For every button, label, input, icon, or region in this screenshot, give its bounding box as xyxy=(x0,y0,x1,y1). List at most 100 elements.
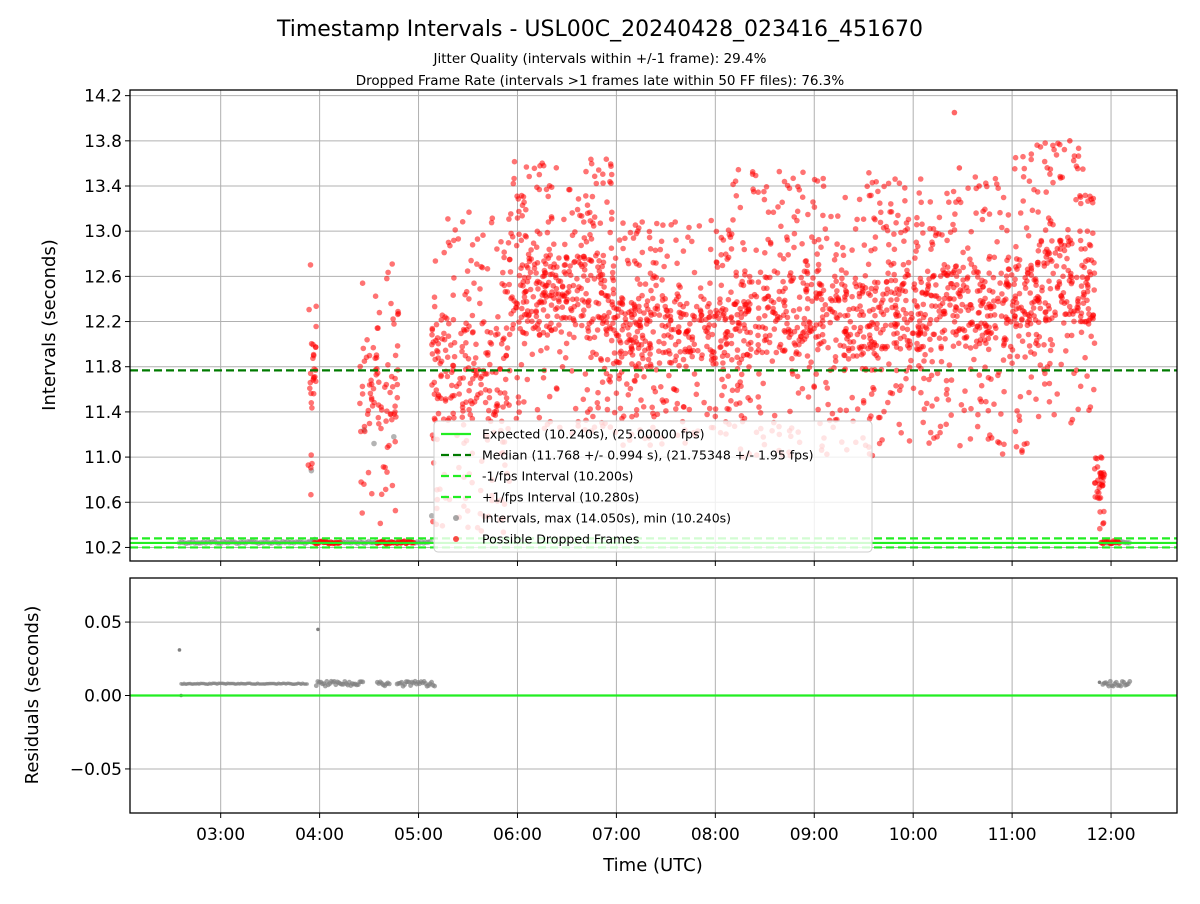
dropped-frame-point xyxy=(1036,334,1043,340)
dropped-frame-point xyxy=(790,175,796,182)
dropped-frame-point xyxy=(1037,305,1044,312)
dropped-frame-point xyxy=(728,332,735,339)
dropped-frame-point xyxy=(767,332,773,339)
dropped-frame-point xyxy=(650,259,657,266)
dropped-frame-point xyxy=(310,351,317,358)
dropped-frame-point xyxy=(1077,237,1084,244)
dropped-frame-point xyxy=(567,263,573,269)
dropped-frame-point xyxy=(359,391,366,397)
x-tick-label: 04:00 xyxy=(295,825,344,845)
dropped-frame-point xyxy=(697,285,704,291)
dropped-frame-point xyxy=(584,202,591,208)
dropped-frame-point xyxy=(601,284,607,290)
dropped-frame-point xyxy=(1004,316,1010,323)
dropped-frame-point xyxy=(867,344,874,350)
dropped-frame-point xyxy=(1071,370,1077,377)
dropped-frame-point xyxy=(501,254,507,261)
dropped-frame-point xyxy=(956,327,962,334)
dropped-frame-point xyxy=(469,415,476,422)
dropped-frame-point xyxy=(1049,341,1056,348)
dropped-frame-point xyxy=(801,315,808,322)
dropped-frame-point xyxy=(548,214,555,220)
dropped-frame-point xyxy=(622,235,628,242)
dropped-frame-point xyxy=(767,239,774,246)
dropped-frame-point xyxy=(827,319,833,326)
dropped-frame-point xyxy=(719,376,725,383)
dropped-frame-point xyxy=(1050,179,1056,186)
dropped-frame-point xyxy=(446,320,452,327)
dropped-frame-point xyxy=(899,325,906,332)
dropped-frame-point xyxy=(713,228,720,235)
dropped-frame-point xyxy=(391,321,397,327)
dropped-frame-point xyxy=(968,228,974,235)
dropped-frame-point xyxy=(946,362,953,368)
dropped-frame-point xyxy=(1058,293,1064,300)
dropped-frame-point xyxy=(656,348,662,355)
dropped-frame-point xyxy=(825,344,831,351)
dropped-frame-point xyxy=(618,354,625,360)
dropped-frame-point xyxy=(808,281,815,288)
dropped-frame-point xyxy=(1001,441,1007,448)
dropped-frame-point xyxy=(1064,255,1070,262)
dropped-frame-point xyxy=(529,351,536,358)
dropped-frame-point xyxy=(642,281,649,287)
dropped-frame-point xyxy=(715,315,722,322)
dropped-frame-point xyxy=(951,109,958,116)
dropped-frame-point xyxy=(522,288,529,295)
dropped-frame-point xyxy=(1090,230,1096,236)
dropped-frame-point xyxy=(437,360,444,367)
dropped-frame-point xyxy=(918,389,924,396)
dropped-frame-point xyxy=(771,326,778,332)
dropped-frame-point xyxy=(600,259,607,266)
dropped-frame-point xyxy=(370,344,377,351)
dropped-frame-point xyxy=(1001,388,1007,395)
dropped-frame-point xyxy=(1097,525,1103,532)
dropped-frame-point xyxy=(930,273,936,280)
dropped-frame-point xyxy=(1047,347,1054,354)
dropped-frame-point xyxy=(794,373,801,380)
dropped-frame-point xyxy=(672,219,678,225)
dropped-frame-point xyxy=(796,337,802,343)
dropped-frame-point xyxy=(1052,250,1059,256)
dropped-frame-point xyxy=(568,306,574,312)
bottom-y-tick-label: 0.00 xyxy=(84,687,122,707)
dropped-frame-point xyxy=(626,337,632,343)
dropped-frame-point xyxy=(1009,360,1015,367)
dropped-frame-point xyxy=(520,279,526,285)
dropped-frame-point xyxy=(477,286,483,292)
dropped-frame-point xyxy=(820,212,826,219)
dropped-frame-point xyxy=(871,386,877,393)
dropped-frame-point xyxy=(514,193,520,199)
dropped-frame-point xyxy=(936,308,942,314)
chart-title: Timestamp Intervals - USL00C_20240428_02… xyxy=(276,17,923,42)
dropped-frame-point xyxy=(893,340,900,346)
dropped-frame-point xyxy=(892,176,898,182)
dropped-frame-point xyxy=(548,327,554,333)
dropped-frame-point xyxy=(584,387,591,393)
legend-label: Possible Dropped Frames xyxy=(482,532,639,547)
dropped-frame-point xyxy=(801,329,807,335)
dropped-frame-point xyxy=(1000,357,1007,363)
dropped-frame-point xyxy=(860,397,867,404)
dropped-frame-point xyxy=(547,252,553,258)
dropped-frame-point xyxy=(976,325,983,331)
dropped-frame-point xyxy=(988,376,994,382)
dropped-frame-point xyxy=(917,310,924,317)
dropped-frame-point xyxy=(857,346,864,352)
dropped-frame-point xyxy=(991,254,998,261)
dropped-frame-point xyxy=(896,387,903,394)
bottom-grid xyxy=(130,578,1177,813)
dropped-frame-point xyxy=(575,301,581,308)
dropped-frame-point xyxy=(837,342,843,349)
dropped-frame-point xyxy=(429,332,435,338)
interval-point xyxy=(428,513,435,519)
dropped-frame-point xyxy=(1013,264,1019,270)
dropped-frame-point xyxy=(948,271,955,278)
residual-point xyxy=(1118,683,1124,689)
dropped-frame-point xyxy=(603,156,610,162)
dropped-frame-point xyxy=(606,324,613,330)
dropped-frame-point xyxy=(610,263,617,269)
dropped-frame-point xyxy=(725,296,732,303)
dropped-frame-point xyxy=(761,188,767,195)
dropped-frame-point xyxy=(514,374,520,381)
